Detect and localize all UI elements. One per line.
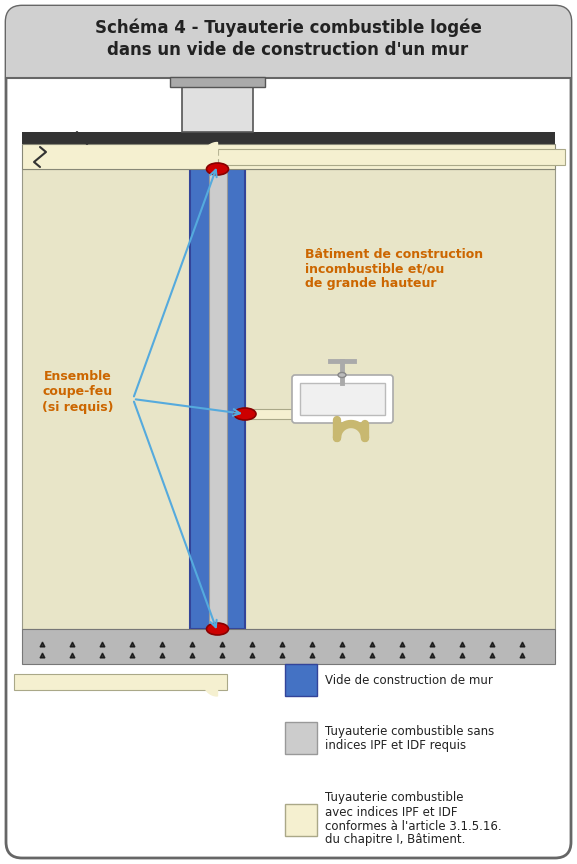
Ellipse shape [234, 408, 256, 420]
Text: indices IPF et IDF requis: indices IPF et IDF requis [325, 740, 466, 753]
Bar [218, 149, 565, 164]
FancyBboxPatch shape [6, 6, 571, 78]
Bar [22, 132, 555, 144]
Bar [208, 169, 227, 629]
Ellipse shape [207, 623, 228, 635]
Bar [245, 169, 555, 629]
Text: (si requis): (si requis) [42, 401, 114, 414]
Bar [285, 722, 317, 754]
Bar [285, 664, 317, 696]
Bar [190, 169, 245, 629]
Bar [182, 87, 253, 132]
Bar [170, 77, 265, 87]
Bar [14, 674, 227, 690]
Bar [300, 383, 385, 415]
Bar [22, 169, 190, 629]
Bar [22, 629, 555, 664]
Text: incombustible et/ou: incombustible et/ou [305, 263, 444, 276]
FancyBboxPatch shape [6, 6, 571, 858]
Polygon shape [204, 143, 220, 159]
Text: dans un vide de construction d'un mur: dans un vide de construction d'un mur [107, 41, 469, 59]
Text: de grande hauteur: de grande hauteur [305, 276, 436, 289]
Ellipse shape [207, 163, 228, 175]
Bar [6, 58, 571, 78]
Text: avec indices IPF et IDF: avec indices IPF et IDF [325, 805, 458, 818]
Text: Tuyauterie combustible sans: Tuyauterie combustible sans [325, 726, 494, 739]
Text: coupe-feu: coupe-feu [43, 385, 113, 398]
Bar [22, 144, 555, 169]
Text: Bâtiment de construction: Bâtiment de construction [305, 249, 483, 262]
Text: Ensemble: Ensemble [44, 371, 112, 384]
Bar [285, 804, 317, 836]
Text: Schéma 4 - Tuyauterie combustible logée: Schéma 4 - Tuyauterie combustible logée [95, 19, 481, 37]
Polygon shape [204, 680, 220, 696]
Bar [245, 409, 295, 419]
Text: du chapitre I, Bâtiment.: du chapitre I, Bâtiment. [325, 834, 466, 847]
Text: Tuyauterie combustible: Tuyauterie combustible [325, 791, 463, 804]
Text: conformes à l'article 3.1.5.16.: conformes à l'article 3.1.5.16. [325, 819, 501, 833]
Ellipse shape [338, 372, 346, 378]
FancyBboxPatch shape [292, 375, 393, 423]
Text: Vide de construction de mur: Vide de construction de mur [325, 674, 493, 687]
